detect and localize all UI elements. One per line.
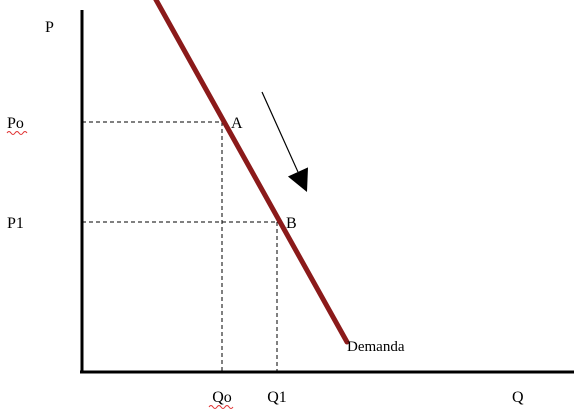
arrows	[261, 91, 309, 192]
y-tick-label-p1: P1	[7, 215, 24, 232]
labels: P Q Po Qo A P1 Q1 B Demanda	[6, 19, 524, 409]
x-axis-label: Q	[512, 389, 524, 406]
y-axis-label: P	[45, 19, 54, 36]
point-label-b: B	[286, 215, 297, 232]
demand-curve-label: Demanda	[347, 339, 405, 355]
x-tick-label-q1: Q1	[267, 389, 287, 406]
axes	[80, 10, 574, 374]
x-tick-label-qo: Qo	[212, 389, 232, 406]
spellcheck-underline-po	[6, 131, 28, 135]
guide-lines	[82, 121, 278, 372]
y-tick-label-po: Po	[7, 115, 24, 132]
shift-arrow-shaft	[261, 91, 299, 173]
spellcheck-underline-qo	[208, 405, 234, 409]
demand-curve	[153, 0, 350, 345]
point-label-a: A	[231, 115, 243, 132]
shift-arrow-head	[287, 167, 309, 192]
curves	[153, 0, 350, 345]
